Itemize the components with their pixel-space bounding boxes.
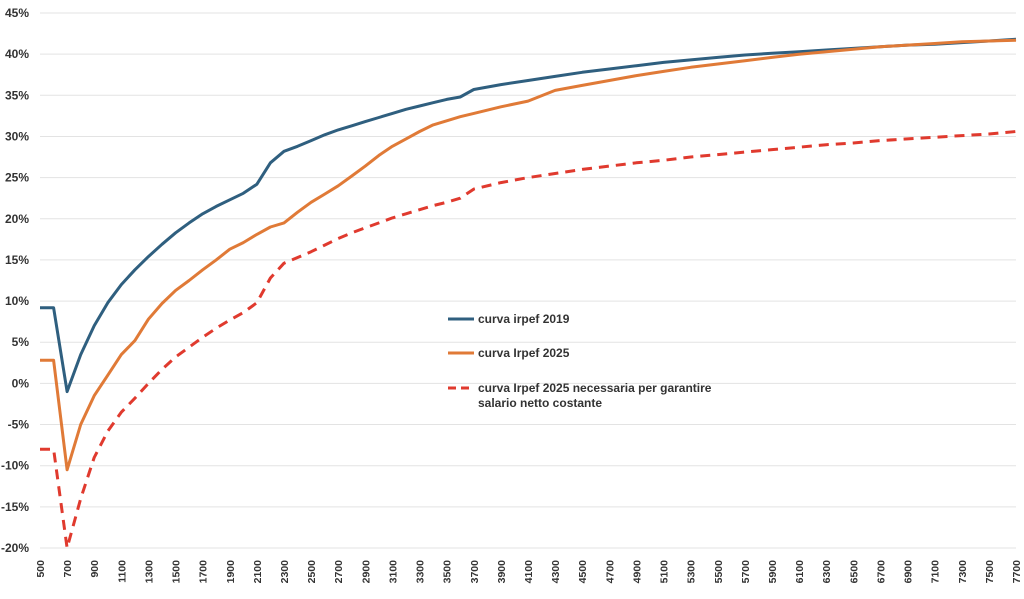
x-tick-label: 2900 <box>360 560 372 584</box>
y-tick-label: 30% <box>5 129 29 143</box>
legend-label-series-1: curva irpef 2019 <box>478 312 570 326</box>
y-tick-label: 0% <box>12 376 30 390</box>
series-line-2 <box>40 38 1017 472</box>
y-axis-tick-labels: -20% -15% -10% -5% 0% 5% 10% 15% 20% 25% 30% 35% 40%… <box>1 6 29 555</box>
x-tick-label: 5900 <box>767 560 779 584</box>
y-tick-label: 10% <box>5 294 29 308</box>
x-tick-label: 1900 <box>225 560 237 584</box>
y-tick-label: 25% <box>5 171 29 185</box>
gridlines <box>40 12 1016 549</box>
y-tick-label: -10% <box>1 459 29 473</box>
x-tick-label: 2100 <box>252 560 264 584</box>
x-tick-label: 7300 <box>957 560 969 584</box>
y-tick-label: 15% <box>5 253 29 267</box>
x-tick-label: 1500 <box>171 560 183 584</box>
x-tick-label: 900 <box>89 560 101 578</box>
x-tick-label: 3700 <box>469 560 481 584</box>
series-line-3 <box>40 130 1017 550</box>
y-tick-label: -20% <box>1 541 29 555</box>
x-tick-label: 6100 <box>794 560 806 584</box>
legend: curva irpef 2019 curva Irpef 2025 curva … <box>448 312 715 410</box>
y-tick-label: 40% <box>5 47 29 61</box>
legend-label-series-2: curva Irpef 2025 <box>478 346 570 360</box>
x-tick-label: 5100 <box>659 560 671 584</box>
x-tick-label: 1700 <box>198 560 210 584</box>
x-tick-label: 7500 <box>984 560 996 584</box>
y-tick-label: 5% <box>12 335 30 349</box>
x-tick-label: 5700 <box>740 560 752 584</box>
x-tick-label: 3300 <box>415 560 427 584</box>
x-axis-tick-labels: 500 700 900 1100 1300 1500 1700 1900 2100 2300 250… <box>35 560 1023 584</box>
x-tick-label: 7700 <box>1011 560 1023 584</box>
y-tick-label: 45% <box>5 6 29 20</box>
x-tick-label: 700 <box>62 560 74 578</box>
x-tick-label: 2700 <box>333 560 345 584</box>
y-tick-label: -5% <box>8 418 30 432</box>
series-line-1 <box>40 37 1017 394</box>
x-tick-label: 6500 <box>848 560 860 584</box>
x-tick-label: 5300 <box>686 560 698 584</box>
x-tick-label: 2300 <box>279 560 291 584</box>
x-tick-label: 6700 <box>875 560 887 584</box>
legend-label-series-3: curva Irpef 2025 necessaria per garantir… <box>478 381 715 410</box>
x-tick-label: 4300 <box>550 560 562 584</box>
x-tick-label: 2500 <box>306 560 318 584</box>
x-tick-label: 3500 <box>442 560 454 584</box>
x-tick-label: 3900 <box>496 560 508 584</box>
x-tick-label: 4900 <box>631 560 643 584</box>
y-tick-label: 35% <box>5 88 29 102</box>
x-tick-label: 4500 <box>577 560 589 584</box>
x-tick-label: 1300 <box>143 560 155 584</box>
y-tick-label: -15% <box>1 500 29 514</box>
y-tick-label: 20% <box>5 212 29 226</box>
x-tick-label: 5500 <box>713 560 725 584</box>
series-lines <box>40 37 1017 550</box>
x-tick-label: 4700 <box>604 560 616 584</box>
x-tick-label: 4100 <box>523 560 535 584</box>
x-tick-label: 1100 <box>116 560 128 583</box>
x-tick-label: 7100 <box>930 560 942 584</box>
x-tick-label: 3100 <box>387 560 399 584</box>
x-tick-label: 6300 <box>821 560 833 584</box>
x-tick-label: 6900 <box>903 560 915 584</box>
x-tick-label: 500 <box>35 560 47 578</box>
